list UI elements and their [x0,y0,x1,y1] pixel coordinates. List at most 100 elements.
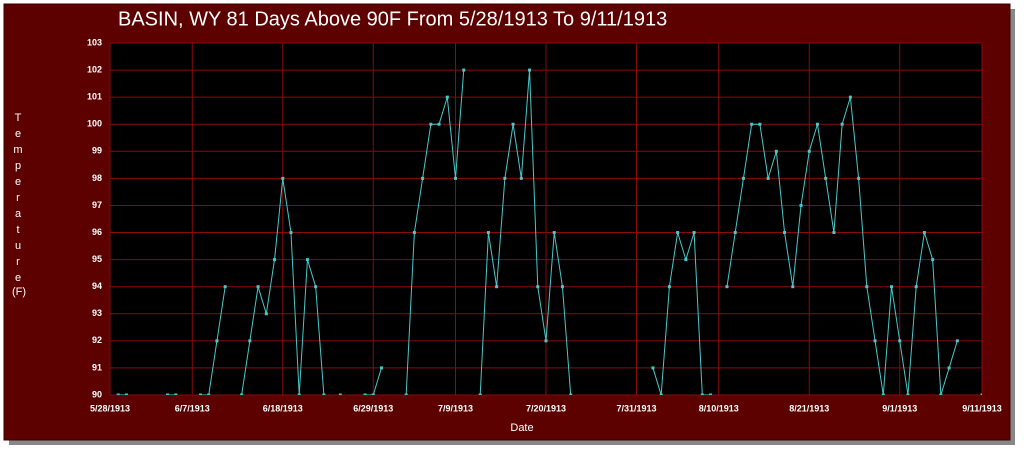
data-point [363,393,367,395]
y-tick-label: 98 [92,173,102,183]
y-axis-label: Temperature [12,112,24,288]
data-point [799,203,803,207]
data-point [528,68,532,72]
data-point [659,393,663,395]
y-tick-label: 103 [87,37,102,47]
x-tick-label: 6/7/1913 [175,403,210,413]
data-point [338,393,342,395]
data-line [200,286,226,395]
data-point [758,122,762,126]
data-line [405,70,465,395]
data-point [857,176,861,180]
y-tick-label: 96 [92,227,102,237]
data-point [207,393,211,395]
data-point [667,285,671,289]
x-tick-label: 7/20/1913 [526,403,566,413]
data-point [569,393,573,395]
data-point [240,393,244,395]
data-point [478,393,482,395]
data-point [116,393,120,395]
data-point [725,285,729,289]
data-point [881,393,885,395]
data-point [511,122,515,126]
x-tick-label: 6/18/1913 [263,403,303,413]
data-point [676,231,680,235]
data-line [365,367,382,395]
data-line [479,70,572,395]
data-point [750,122,754,126]
y-tick-label: 93 [92,308,102,318]
data-point [166,393,170,395]
y-tick-label: 90 [92,389,102,399]
y-tick-label: 94 [92,281,102,291]
data-point [503,176,507,180]
y-tick-label: 91 [92,362,102,372]
data-point [980,393,982,395]
data-point [766,176,770,180]
data-point [873,339,877,343]
data-point [281,176,285,180]
chart-title: BASIN, WY 81 Days Above 90F From 5/28/19… [118,8,667,30]
data-point [733,231,737,235]
data-point [404,393,408,395]
data-point [931,258,935,262]
data-point [824,176,828,180]
data-point [692,231,696,235]
data-point [807,149,811,153]
data-point [890,285,894,289]
data-point [552,231,556,235]
data-point [955,339,959,343]
data-point [791,285,795,289]
data-point [774,149,778,153]
data-point [536,285,540,289]
data-point [412,231,416,235]
data-point [651,366,655,370]
data-point [322,393,326,395]
x-axis-label: Date [510,422,533,434]
x-tick-label: 5/28/1913 [90,403,130,413]
y-tick-label: 102 [87,64,102,74]
data-point [256,285,260,289]
y-axis-unit: (F) [12,286,26,298]
x-tick-label: 9/1/1913 [882,403,917,413]
x-tick-label: 8/21/1913 [789,403,829,413]
data-point [815,122,819,126]
data-point [297,393,301,395]
data-point [379,366,383,370]
x-tick-label: 7/9/1913 [438,403,473,413]
data-point [840,122,844,126]
data-point [124,393,128,395]
data-point [914,285,918,289]
data-point [865,285,869,289]
data-point [305,258,309,262]
data-point [273,258,277,262]
data-point [486,231,490,235]
data-point [684,258,688,262]
y-tick-label: 99 [92,146,102,156]
data-point [898,339,902,343]
data-point [700,393,704,395]
y-tick-label: 100 [87,119,102,129]
data-point [429,122,433,126]
y-tick-label: 92 [92,335,102,345]
data-point [783,231,787,235]
y-tick-label: 101 [87,92,102,102]
data-point [223,285,227,289]
data-point [437,122,441,126]
data-point [939,393,943,395]
plot-layer [116,68,982,395]
data-point [922,231,926,235]
data-point [248,339,252,343]
data-point [832,231,836,235]
data-point [264,312,268,316]
data-point [709,393,713,395]
y-tick-label: 97 [92,200,102,210]
data-point [519,176,523,180]
x-tick-label: 6/29/1913 [353,403,393,413]
data-point [314,285,318,289]
data-point [421,176,425,180]
data-point [906,393,910,395]
y-tick-label: 95 [92,254,102,264]
